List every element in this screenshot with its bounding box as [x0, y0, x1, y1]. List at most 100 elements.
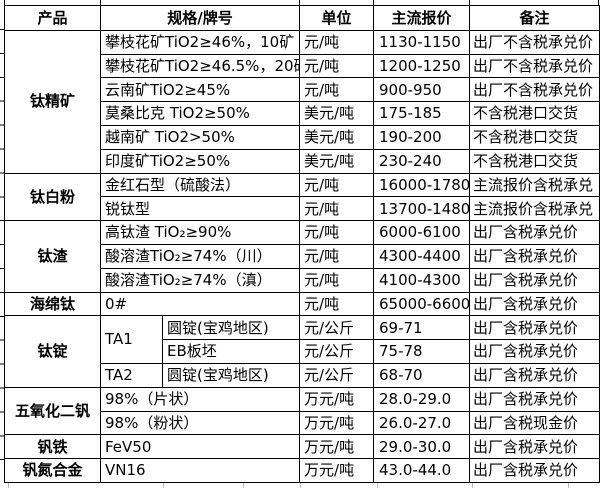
spec-cell: 锐钛型 [99, 196, 301, 222]
table-row: 印度矿TiO2≥50% 美元/吨 230-240 不含税港口交货 [5, 148, 601, 174]
table-row: 98%（粉状） 万元/吨 26.0-27.0 出厂含税现金价 [5, 410, 601, 436]
spec-cell: 高钛渣 TiO₂≥90% [99, 220, 301, 245]
price-cell: 4300-4400 [373, 244, 471, 269]
table-row: 越南矿 TiO2>50% 美元/吨 190-200 不含税港口交货 [5, 125, 601, 150]
note-cell: 出厂含税承兑价 [469, 434, 601, 460]
table-row: 钒铁 FeV50 万元/吨 29.0-30.0 出厂含税承兑价 [4, 434, 601, 460]
table-header-row: 产品 规格/牌号 单位 主流报价 备注 [4, 5, 601, 31]
spec-cell: 越南矿 TiO2>50% [99, 125, 301, 150]
unit-cell: 元/吨 [299, 29, 375, 55]
table-row: 钛渣 高钛渣 TiO₂≥90% 元/吨 6000-6100 出厂含税承兑价 [4, 220, 601, 293]
note-cell: 主流报价含税承兑 [469, 172, 601, 198]
price-cell: 75-78 [373, 339, 471, 364]
product-cell: 钛锭 [4, 315, 101, 388]
gridline-stub-bottom [568, 483, 569, 488]
commodity-price-table: 产品 规格/牌号 单位 主流报价 备注 钛精矿 攀枝花矿TiO2≥46%，10矿… [4, 5, 601, 483]
price-cell: 1130-1150 [373, 29, 471, 55]
note-cell: 出厂含税承兑价 [469, 386, 601, 412]
note-cell: 不含税港口交货 [469, 148, 601, 174]
product-cell: 钛白粉 [4, 172, 101, 222]
product-cell: 钛精矿 [4, 29, 101, 174]
price-cell: 6000-6100 [373, 220, 471, 245]
note-cell: 出厂含税承兑价 [469, 339, 601, 364]
gridline-stub-bottom [8, 483, 9, 488]
unit-cell: 元/吨 [299, 172, 375, 198]
product-cell: 海绵钛 [4, 291, 101, 317]
gridline-stub-top [469, 0, 470, 6]
price-cell: 28.0-29.0 [373, 386, 471, 412]
gridline-stub-top [373, 0, 374, 6]
product-cell: 钒氮合金 [4, 458, 101, 483]
gridline-stub-bottom [300, 483, 301, 488]
spec-cell: 攀枝花矿TiO2≥46%，10矿 [99, 29, 301, 55]
note-cell: 出厂不含税承兑价 [469, 29, 601, 55]
price-cell: 29.0-30.0 [373, 434, 471, 460]
spec-cell: 圆锭(宝鸡地区) [161, 362, 301, 388]
table-row: 云南矿TiO2≥45% 元/吨 900-950 出厂不含税承兑价 [5, 77, 601, 103]
header-note: 备注 [469, 5, 601, 31]
unit-cell: 元/吨 [299, 196, 375, 222]
grade-cell: TA1 [100, 315, 163, 364]
note-cell: 不含税港口交货 [469, 125, 601, 150]
unit-cell: 万元/吨 [299, 410, 375, 436]
note-cell: 出厂含税现金价 [469, 410, 601, 436]
price-cell: 190-200 [373, 125, 471, 150]
unit-cell: 美元/吨 [299, 101, 375, 127]
spec-cell: 攀枝花矿TiO2≥46.5%，20矿 [99, 53, 301, 79]
spec-cell: 金红石型（硫酸法） [99, 172, 301, 198]
header-product: 产品 [4, 5, 101, 31]
price-cell: 230-240 [373, 148, 471, 174]
note-cell: 出厂含税承兑价 [469, 244, 601, 269]
unit-cell: 美元/吨 [299, 125, 375, 150]
gridline-stub-top [598, 0, 599, 6]
spec-cell: 98%（片状） [99, 386, 301, 412]
price-cell: 4100-4300 [373, 267, 471, 293]
price-cell: 1200-1250 [373, 53, 471, 79]
gridline-stub-bottom [377, 483, 378, 488]
price-cell: 16000-17800 [373, 172, 471, 198]
table-row: 海绵钛 0# 元/吨 65000-66000 出厂含税承兑价 [4, 291, 601, 317]
unit-cell: 美元/吨 [299, 148, 375, 174]
unit-cell: 元/公斤 [299, 339, 375, 364]
note-cell: 出厂含税承兑价 [469, 291, 601, 317]
spec-cell: 98%（粉状） [99, 410, 301, 436]
spec-cell: 酸溶渣TiO₂≥74%（川） [99, 244, 301, 269]
unit-cell: 元/吨 [299, 220, 375, 245]
product-cell: 钒铁 [4, 434, 101, 460]
product-cell: 五氧化二钒 [4, 386, 101, 436]
spec-cell: 0# [99, 291, 301, 317]
spec-cell: 印度矿TiO2≥50% [99, 148, 301, 174]
unit-cell: 元/吨 [299, 267, 375, 293]
unit-cell: 元/公斤 [299, 362, 375, 388]
price-cell: 900-950 [373, 77, 471, 103]
table-row: 钛锭 TA1 圆锭(宝鸡地区) 元/公斤 69-71 出厂含税承兑价 [4, 315, 601, 388]
gridline-stub-bottom [472, 483, 473, 488]
spec-cell: 酸溶渣TiO₂≥74%（滇） [99, 267, 301, 293]
table-row: 锐钛型 元/吨 13700-14800 主流报价含税承兑 [5, 196, 601, 222]
price-cell: 26.0-27.0 [373, 410, 471, 436]
unit-cell: 元/公斤 [299, 315, 375, 341]
spec-cell: 圆锭(宝鸡地区) [161, 315, 301, 341]
note-cell: 出厂不含税承兑价 [469, 77, 601, 103]
product-cell: 钛渣 [4, 220, 101, 293]
unit-cell: 元/吨 [299, 53, 375, 79]
price-cell: 13700-14800 [373, 196, 471, 222]
note-cell: 出厂含税承兑价 [469, 315, 601, 341]
unit-cell: 万元/吨 [299, 458, 375, 483]
table-row: 五氧化二钒 98%（片状） 万元/吨 28.0-29.0 出厂含税承兑价 [4, 386, 601, 436]
unit-cell: 元/吨 [299, 291, 375, 317]
table-row: 莫桑比克 TiO2≥50% 美元/吨 175-185 不含税港口交货 [5, 101, 601, 127]
spec-cell: 莫桑比克 TiO2≥50% [99, 101, 301, 127]
note-cell: 出厂含税承兑价 [469, 267, 601, 293]
gridline-stub-top [100, 0, 101, 6]
header-unit: 单位 [299, 5, 375, 31]
table-row: 钛精矿 攀枝花矿TiO2≥46%，10矿 元/吨 1130-1150 出厂不含税… [4, 29, 601, 174]
table-row: 钒氮合金 VN16 万元/吨 43.0-44.0 出厂含税承兑价 [4, 458, 601, 483]
gridline-stub-bottom [163, 483, 164, 488]
price-cell: 68-70 [373, 362, 471, 388]
header-price: 主流报价 [373, 5, 471, 31]
spec-cell: 云南矿TiO2≥45% [99, 77, 301, 103]
header-spec: 规格/牌号 [99, 5, 301, 31]
gridline-stub-top [4, 0, 5, 6]
gridline-stub-top [299, 0, 300, 6]
